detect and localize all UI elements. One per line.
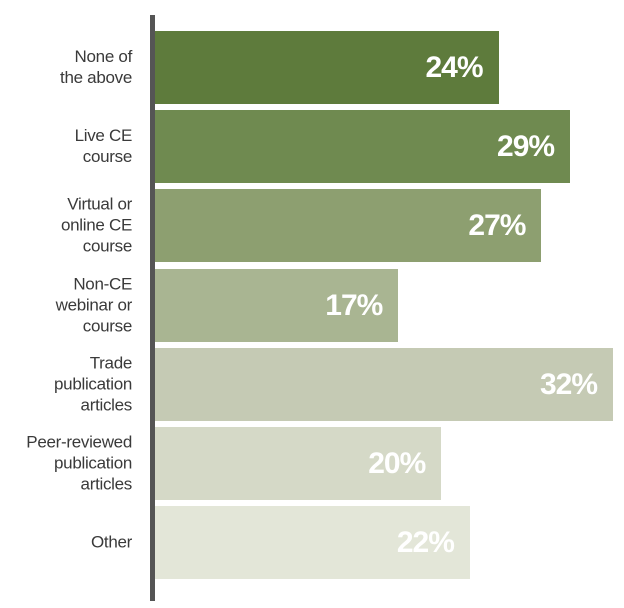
category-label: Other [90,532,132,552]
value-label: 32% [539,367,598,401]
value-label: 29% [497,130,555,164]
bar [155,506,470,580]
bar [155,189,542,263]
bar [155,268,399,342]
bar [155,427,442,500]
category-label: Non-CE webinar or course [55,274,133,336]
category-label: Virtual or online CE course [60,194,132,256]
axis-line [150,15,155,601]
value-label: 27% [468,209,526,243]
value-label: 24% [425,51,483,84]
value-label: 17% [325,288,383,322]
value-label: 22% [396,526,455,560]
bar [155,31,499,104]
category-label: Peer-reviewed publication articles [26,432,132,494]
category-label: Trade publication articles [54,353,132,415]
category-label: Live CE course [74,126,133,167]
value-label: 20% [368,447,426,480]
category-label: None of the above [60,47,132,87]
bar [155,347,613,421]
bar [155,110,571,184]
